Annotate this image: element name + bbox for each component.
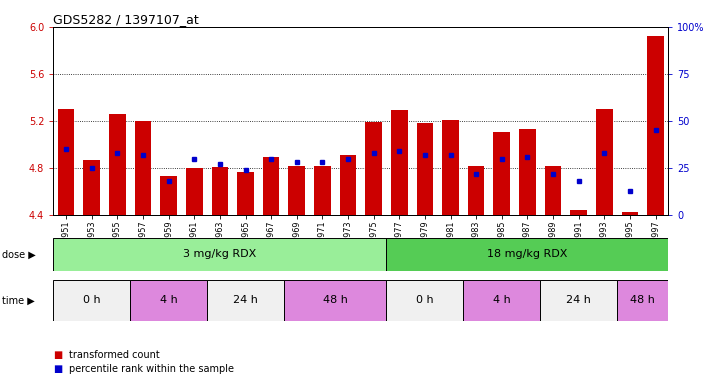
- Text: GDS5282 / 1397107_at: GDS5282 / 1397107_at: [53, 13, 199, 26]
- Bar: [570, 210, 587, 215]
- Bar: [340, 155, 356, 215]
- Text: 4 h: 4 h: [160, 295, 178, 306]
- Bar: [391, 110, 407, 215]
- Bar: [365, 122, 382, 215]
- Bar: [109, 114, 126, 215]
- Bar: [212, 167, 228, 215]
- Bar: [621, 212, 638, 215]
- Bar: [647, 36, 664, 215]
- Text: 4 h: 4 h: [493, 295, 510, 306]
- Bar: [387, 280, 464, 321]
- Bar: [289, 166, 305, 215]
- Bar: [263, 157, 279, 215]
- Bar: [160, 176, 177, 215]
- Bar: [468, 166, 484, 215]
- Bar: [53, 280, 130, 321]
- Text: 48 h: 48 h: [323, 295, 348, 306]
- Bar: [53, 238, 387, 271]
- Bar: [617, 280, 668, 321]
- Text: 3 mg/kg RDX: 3 mg/kg RDX: [183, 249, 257, 260]
- Bar: [58, 109, 75, 215]
- Text: dose ▶: dose ▶: [2, 249, 36, 260]
- Bar: [83, 160, 100, 215]
- Bar: [387, 238, 668, 271]
- Text: 24 h: 24 h: [233, 295, 258, 306]
- Bar: [519, 129, 535, 215]
- Text: ■: ■: [53, 364, 63, 374]
- Bar: [417, 123, 433, 215]
- Bar: [596, 109, 613, 215]
- Bar: [284, 280, 387, 321]
- Bar: [186, 168, 203, 215]
- Text: time ▶: time ▶: [2, 295, 35, 306]
- Bar: [493, 132, 510, 215]
- Text: 24 h: 24 h: [566, 295, 591, 306]
- Bar: [130, 280, 207, 321]
- Text: percentile rank within the sample: percentile rank within the sample: [69, 364, 234, 374]
- Bar: [540, 280, 617, 321]
- Text: ■: ■: [53, 350, 63, 360]
- Bar: [545, 166, 562, 215]
- Text: transformed count: transformed count: [69, 350, 160, 360]
- Bar: [207, 280, 284, 321]
- Text: 48 h: 48 h: [630, 295, 655, 306]
- Bar: [134, 121, 151, 215]
- Bar: [314, 166, 331, 215]
- Text: 0 h: 0 h: [83, 295, 100, 306]
- Text: 0 h: 0 h: [416, 295, 434, 306]
- Bar: [442, 120, 459, 215]
- Bar: [464, 280, 540, 321]
- Bar: [237, 172, 254, 215]
- Text: 18 mg/kg RDX: 18 mg/kg RDX: [487, 249, 567, 260]
